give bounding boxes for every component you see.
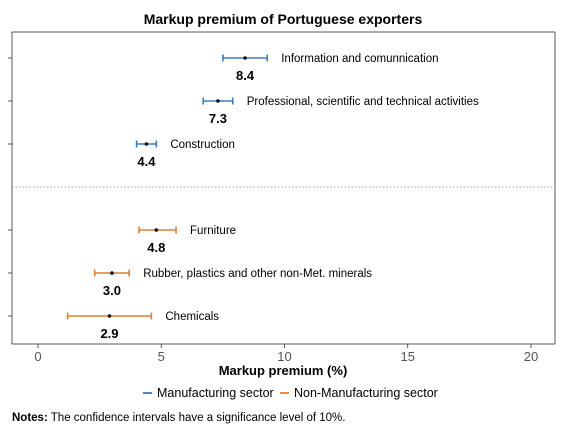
point-estimate [243,56,247,60]
category-label: Furniture [190,225,236,237]
value-label: 7.3 [209,111,227,126]
x-tick-label-20: 20 [524,349,538,364]
x-tick-label-5: 5 [158,349,165,364]
series-1-point-1: Rubber, plastics and other non-Met. mine… [93,268,372,298]
point-estimate [154,228,159,232]
series-1-point-2: Chemicals 2.9 [66,311,219,341]
point-estimate [110,271,114,275]
notes-text: The confidence intervals have a signific… [48,412,346,424]
x-tick-label-0: 0 [34,349,41,364]
value-label: 3.0 [103,283,121,298]
legend-label-0: Manufacturing sector [157,386,274,400]
notes-label: Notes: [12,412,48,424]
notes: Notes: The confidence intervals have a s… [12,412,345,424]
x-tick-label-10: 10 [277,349,291,364]
point-estimate [107,314,112,318]
point-estimate [216,99,220,103]
x-tick-label-15: 15 [401,349,415,364]
category-label: Chemicals [165,311,219,323]
series-0-point-1: Professional, scientific and technical a… [202,96,479,126]
category-label: Construction [170,139,235,151]
chart-marks: Information and comunnication 8.4 Professi… [66,53,479,341]
value-label: 8.4 [236,68,255,83]
category-label: Rubber, plastics and other non-Met. mine… [143,268,372,280]
series-1-point-0: Furniture 4.8 [138,225,236,255]
category-label: Information and comunnication [281,53,438,65]
series-0-point-2: Construction 4.4 [135,139,235,169]
legend-label-1: Non-Manufacturing sector [294,386,438,400]
category-label: Professional, scientific and technical a… [247,96,479,108]
plot-frame [11,31,556,345]
x-axis-label: Markup premium (%) [219,363,348,378]
legend: Manufacturing sector Non-Manufacturing se… [143,386,438,400]
y-ticks [8,57,12,317]
point-estimate [144,142,149,146]
chart-title: Markup premium of Portuguese exporters [144,11,423,27]
value-label: 4.4 [137,154,156,169]
x-axis-ticks: 0 5 10 15 20 [34,344,538,364]
value-label: 4.8 [147,240,165,255]
series-0-point-0: Information and comunnication 8.4 [222,53,439,83]
value-label: 2.9 [100,326,118,341]
